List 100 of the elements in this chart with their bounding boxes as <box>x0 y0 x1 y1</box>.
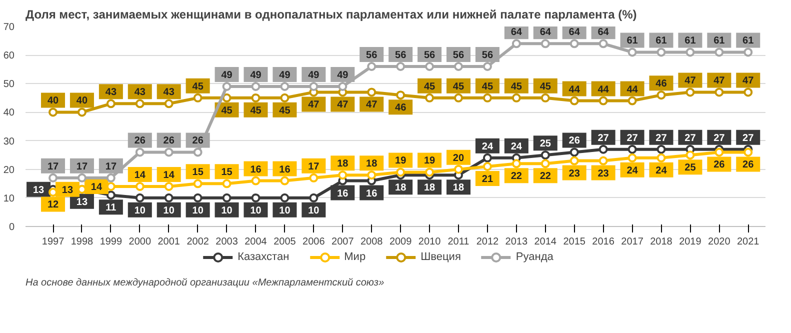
point <box>396 168 406 177</box>
data-label: 19 <box>424 156 436 167</box>
point <box>540 93 550 102</box>
data-label: 10 <box>279 205 291 216</box>
point <box>280 176 290 186</box>
point <box>48 173 58 182</box>
data-label: 27 <box>656 132 668 144</box>
point <box>482 93 492 102</box>
data-label: 64 <box>510 27 522 38</box>
data-label: 45 <box>192 81 204 92</box>
data-label: 61 <box>684 36 696 47</box>
data-label: 56 <box>395 50 407 61</box>
point <box>164 148 174 157</box>
data-label: 45 <box>221 105 233 116</box>
point <box>454 62 463 71</box>
data-label: 10 <box>134 205 146 216</box>
x-tick-label: 2021 <box>737 236 760 248</box>
point <box>222 93 232 102</box>
data-label: 61 <box>626 36 638 47</box>
data-label: 47 <box>337 100 349 111</box>
data-label: 10 <box>192 205 204 216</box>
point <box>656 90 666 100</box>
point <box>338 170 348 180</box>
data-label: 61 <box>742 36 754 47</box>
data-label: 46 <box>395 102 407 114</box>
data-label: 17 <box>308 161 320 172</box>
data-label: 64 <box>568 27 580 38</box>
point <box>425 168 434 177</box>
point <box>135 193 144 202</box>
text: На основе данных международной организации «Межпарламентский союз» <box>26 278 385 289</box>
point <box>367 170 376 180</box>
x-tick-label: 2010 <box>418 236 442 248</box>
point <box>512 159 521 168</box>
x-tick-label: 2002 <box>186 236 210 248</box>
data-label: 16 <box>279 164 291 176</box>
data-label: 17 <box>76 161 88 172</box>
x-tick-label: 2003 <box>216 236 238 248</box>
point <box>656 48 666 57</box>
point <box>77 108 86 117</box>
point <box>598 96 608 106</box>
point <box>628 153 637 162</box>
point <box>454 93 463 102</box>
point <box>106 173 116 182</box>
point <box>193 93 202 102</box>
point <box>280 93 290 102</box>
data-label: 45 <box>452 81 464 92</box>
data-label: 20 <box>452 152 464 164</box>
point <box>193 193 202 202</box>
data-label: 49 <box>279 70 291 81</box>
data-label: 23 <box>568 168 580 180</box>
data-label: 46 <box>656 78 668 90</box>
point <box>367 62 376 71</box>
x-tick-label: 2000 <box>128 236 152 248</box>
x-tick-label: 2006 <box>302 236 326 248</box>
point <box>164 99 174 108</box>
point <box>135 99 144 108</box>
point <box>570 96 579 106</box>
data-label: 18 <box>452 182 464 194</box>
point <box>686 150 695 160</box>
x-tick-label: 2018 <box>650 236 673 248</box>
data-label: 21 <box>482 174 494 185</box>
data-label: 26 <box>134 136 146 147</box>
x-tick-label: 2007 <box>332 236 354 248</box>
data-label: 18 <box>337 158 349 170</box>
point <box>512 39 521 48</box>
point <box>251 193 260 202</box>
point <box>714 88 724 97</box>
data-label: 10 <box>250 205 262 216</box>
data-label: 18 <box>395 182 407 194</box>
point <box>714 148 724 157</box>
point <box>482 153 492 162</box>
data-label: 27 <box>742 132 754 144</box>
point <box>628 48 637 57</box>
point <box>744 148 753 157</box>
x-tick-label: 2011 <box>448 236 470 248</box>
data-label: 18 <box>424 182 436 194</box>
point <box>425 93 434 102</box>
chart-title: Доля мест, занимаемых женщинами в однопалатных парламентах или нижней палате парламента (%) <box>26 8 637 22</box>
point <box>540 150 550 160</box>
data-label: 14 <box>163 170 175 181</box>
point <box>570 156 579 166</box>
data-label: 44 <box>568 84 580 96</box>
point <box>251 82 260 91</box>
data-label: 43 <box>163 87 175 98</box>
x-tick-label: 2020 <box>708 236 731 248</box>
data-label: 24 <box>626 165 638 176</box>
y-tick-label: 30 <box>3 136 15 148</box>
data-label: 45 <box>482 81 494 92</box>
point <box>367 88 376 97</box>
data-label: 18 <box>366 158 378 170</box>
data-label: 61 <box>714 36 726 47</box>
data-label: 26 <box>742 160 754 171</box>
data-label: 49 <box>221 70 233 81</box>
data-label: 25 <box>540 138 552 150</box>
data-label: 10 <box>221 205 233 216</box>
point <box>482 162 492 171</box>
point <box>656 153 666 162</box>
data-label: 24 <box>510 141 522 152</box>
data-label: 15 <box>221 167 233 178</box>
data-label: 49 <box>250 70 262 81</box>
